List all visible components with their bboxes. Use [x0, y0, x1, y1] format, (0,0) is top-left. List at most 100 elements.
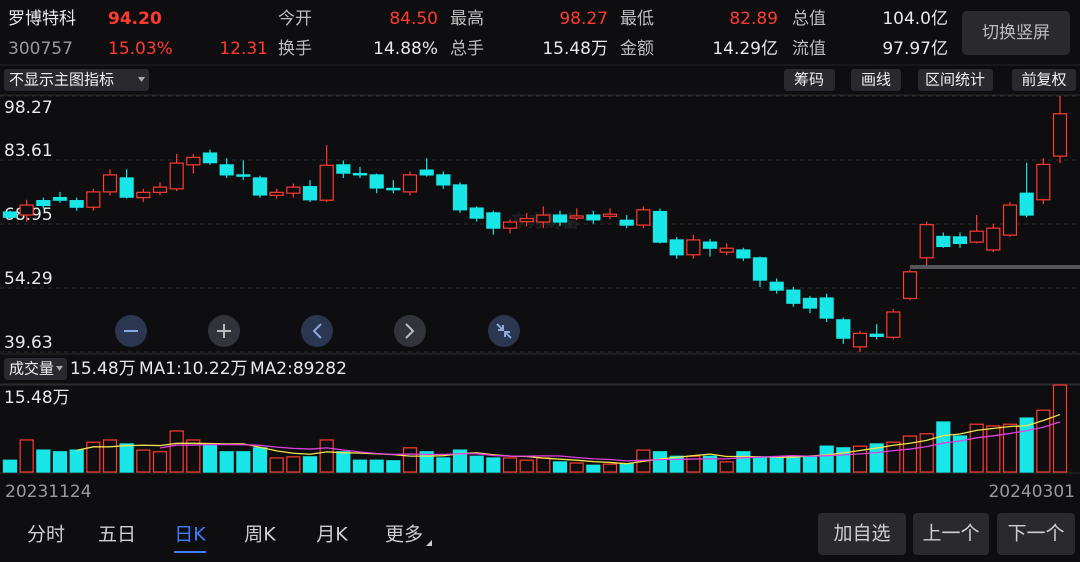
- field-label: 流值: [792, 39, 826, 59]
- candle-body: [652, 210, 668, 243]
- ma-line: [159, 421, 1061, 462]
- prev-button[interactable]: [301, 315, 333, 347]
- tab-active[interactable]: 日K: [174, 524, 206, 546]
- candle-body: [802, 297, 818, 309]
- tab[interactable]: 月K: [316, 524, 348, 546]
- volume-bar: [102, 439, 118, 473]
- tool-button[interactable]: [1012, 69, 1076, 91]
- volume-bar: [1002, 423, 1018, 473]
- volume-bar: [236, 451, 251, 473]
- icon: [217, 324, 231, 338]
- volume-bar: [52, 451, 68, 473]
- candle-body: [2, 211, 18, 218]
- candle-body: [186, 156, 201, 166]
- action-button[interactable]: [818, 513, 906, 555]
- tool-button-label[interactable]: 前复权: [1021, 71, 1066, 89]
- volume-bar: [869, 443, 884, 473]
- field-value: 104.0亿: [882, 9, 948, 29]
- reset-button[interactable]: [488, 315, 520, 347]
- field-label: 金额: [620, 39, 654, 59]
- action-button[interactable]: [997, 513, 1075, 555]
- volume-title[interactable]: 成交量: [9, 360, 54, 378]
- action-button[interactable]: [913, 513, 989, 555]
- tool-button-label[interactable]: 筹码: [794, 71, 824, 89]
- tab[interactable]: 五日: [98, 524, 136, 546]
- field-label: 总值: [792, 9, 826, 29]
- candle-body: [536, 214, 551, 223]
- field-label: 最高: [450, 9, 484, 29]
- candle-body: [102, 174, 118, 193]
- volume-bar: [336, 451, 351, 473]
- candle-body: [202, 152, 218, 164]
- y-tick-label: 15.48万: [4, 388, 70, 408]
- y-tick-label: 98.27: [4, 98, 53, 118]
- volume-bar: [902, 435, 918, 473]
- candle-body: [786, 289, 801, 304]
- action-label[interactable]: 上一个: [922, 523, 979, 545]
- legend-entry: MA2:89282: [250, 359, 347, 379]
- tab[interactable]: 周K: [244, 524, 276, 546]
- candle-body: [586, 214, 601, 221]
- candle-body: [1036, 163, 1051, 201]
- y-tick-label: 54.29: [4, 269, 53, 289]
- orientation-button-label[interactable]: 切换竖屏: [982, 23, 1050, 43]
- candle-body: [902, 271, 918, 300]
- candle-body: [719, 247, 734, 253]
- volume-bar: [319, 439, 334, 473]
- tool-button[interactable]: [784, 69, 835, 91]
- volume-bar: [202, 444, 218, 473]
- dropdown-icon: [138, 77, 145, 82]
- candle-body: [69, 200, 84, 208]
- candle-body: [369, 174, 384, 189]
- indicator-menu-label[interactable]: 不显示主图指标: [9, 71, 114, 89]
- candle-body: [819, 297, 834, 319]
- volume-bar: [352, 459, 368, 473]
- volume-menu[interactable]: [4, 358, 67, 380]
- stock-code: 300757: [8, 39, 73, 59]
- tool-button[interactable]: [851, 69, 901, 91]
- action-label[interactable]: 加自选: [833, 523, 890, 545]
- field-value: 98.27: [559, 9, 608, 29]
- candle-body: [152, 186, 168, 193]
- stock-name: 罗博特科: [8, 9, 76, 29]
- candle-body: [1052, 113, 1068, 157]
- candle-body: [986, 227, 1001, 251]
- volume-bar: [802, 455, 818, 473]
- candle-body: [702, 241, 718, 249]
- indicator-menu[interactable]: [4, 69, 149, 91]
- volume-bar: [186, 439, 201, 473]
- tool-button[interactable]: [918, 69, 993, 91]
- tool-button-label[interactable]: 区间统计: [925, 71, 985, 89]
- candle-body: [952, 236, 968, 245]
- tool-button-label[interactable]: 画线: [861, 71, 891, 89]
- candle-body: [552, 214, 568, 223]
- candle-body: [769, 281, 784, 291]
- volume-bar: [602, 463, 618, 473]
- tab[interactable]: 分时: [27, 524, 65, 546]
- candle-body: [869, 333, 884, 338]
- volume-bar: [219, 451, 234, 473]
- tab[interactable]: 更多: [385, 524, 423, 546]
- field-label: 换手: [278, 39, 312, 59]
- candle-body: [352, 172, 368, 176]
- candle-body: [836, 319, 851, 339]
- volume-bar: [919, 433, 934, 473]
- candle-body: [502, 221, 518, 229]
- volume-bar: [502, 457, 518, 473]
- candle-body: [236, 174, 251, 177]
- volume-bar: [302, 456, 318, 473]
- next-button[interactable]: [394, 315, 426, 347]
- candle-body: [36, 200, 51, 207]
- volume-bar: [586, 464, 601, 473]
- icon: [312, 323, 322, 339]
- volume-bar: [569, 462, 584, 473]
- field-value: 97.97亿: [882, 39, 948, 59]
- volume-bar: [769, 457, 784, 473]
- candle-body: [436, 174, 451, 186]
- volume-bar: [402, 447, 418, 473]
- ma-line: [76, 413, 1061, 465]
- orientation-button[interactable]: [962, 11, 1070, 55]
- volume-bar: [1052, 384, 1068, 473]
- action-label[interactable]: 下一个: [1007, 523, 1064, 545]
- volume-bar: [969, 423, 984, 473]
